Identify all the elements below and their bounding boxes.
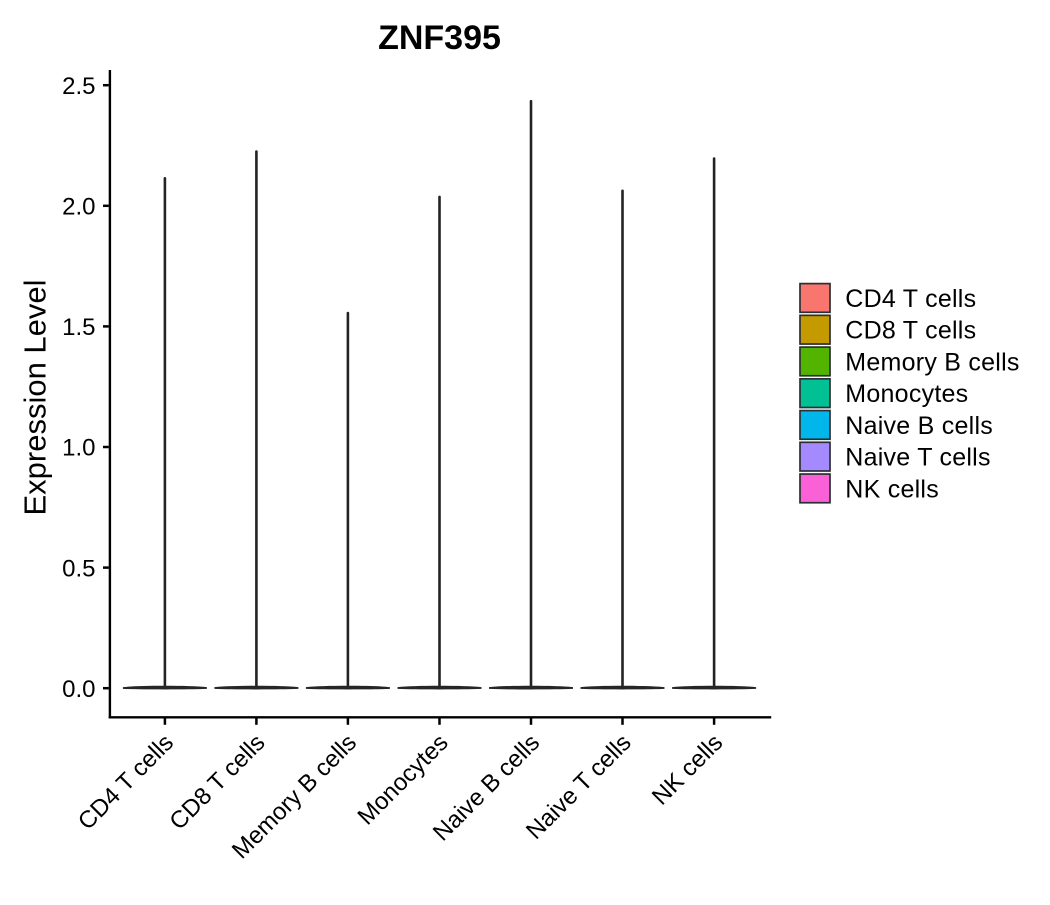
svg-text:Memory B cells: Memory B cells	[845, 348, 1019, 376]
svg-text:0.5: 0.5	[62, 555, 95, 582]
svg-text:2.0: 2.0	[62, 194, 95, 221]
svg-text:2.5: 2.5	[62, 73, 95, 100]
svg-text:ZNF395: ZNF395	[378, 19, 501, 57]
svg-text:Naive T cells: Naive T cells	[845, 444, 990, 472]
svg-text:1.0: 1.0	[62, 435, 95, 462]
svg-text:CD8 T cells: CD8 T cells	[845, 317, 976, 345]
svg-text:Monocytes: Monocytes	[845, 380, 968, 408]
svg-text:NK cells: NK cells	[845, 475, 939, 503]
svg-text:1.5: 1.5	[62, 314, 95, 341]
svg-text:Expression Level: Expression Level	[17, 279, 52, 515]
svg-text:Naive B cells: Naive B cells	[845, 412, 993, 440]
svg-text:0.0: 0.0	[62, 676, 95, 703]
svg-text:CD4 T cells: CD4 T cells	[845, 285, 976, 313]
